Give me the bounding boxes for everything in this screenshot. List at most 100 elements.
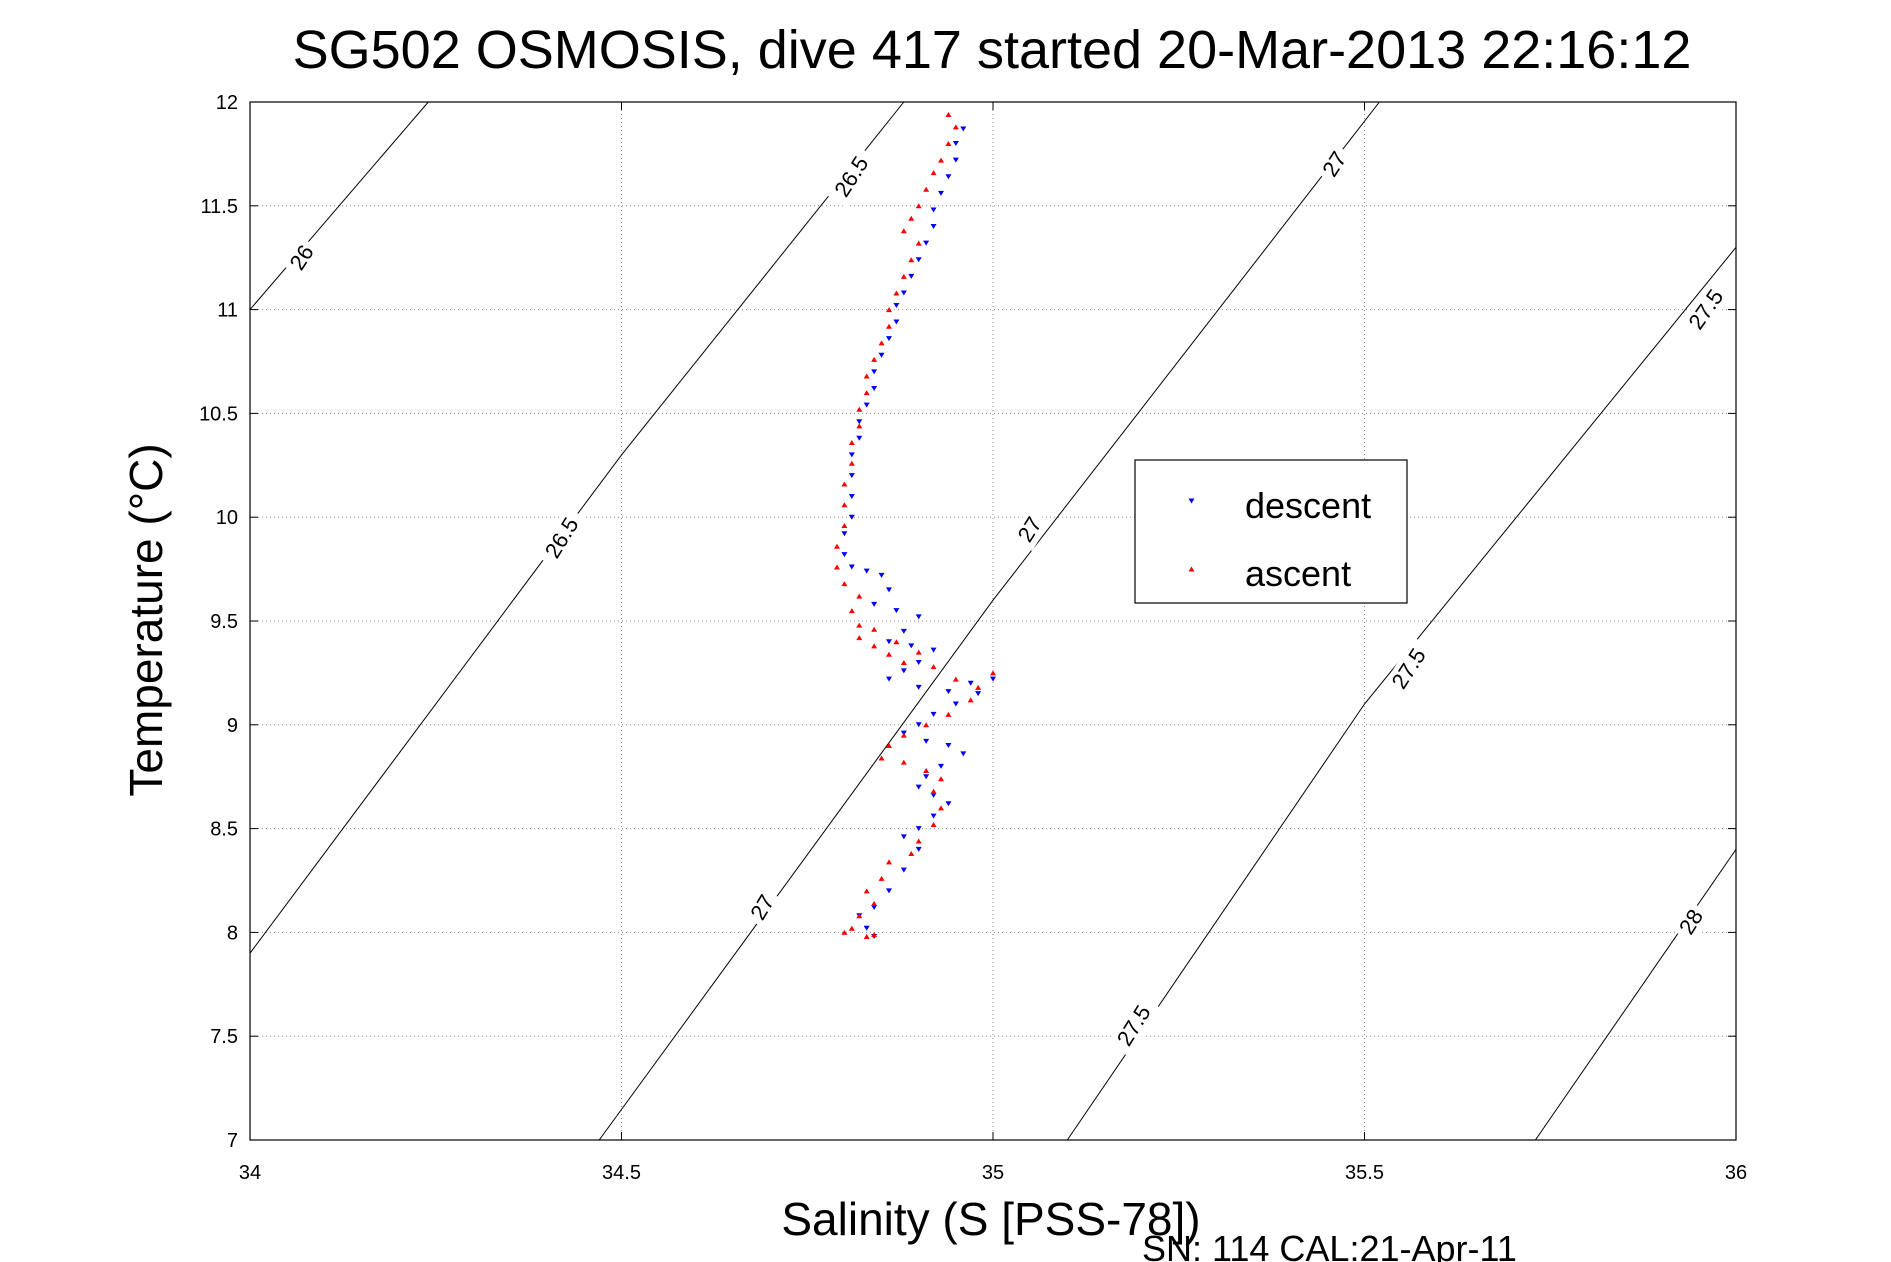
grid	[250, 102, 1736, 1140]
y-tick-label: 7.5	[210, 1026, 238, 1048]
ascent-point	[841, 502, 848, 508]
ascent-point	[923, 722, 930, 728]
ascent-point	[915, 649, 922, 655]
descent-point	[952, 701, 959, 707]
ascent-point	[841, 481, 848, 487]
ascent-point	[937, 805, 944, 811]
y-tick-label: 9	[227, 715, 238, 737]
legend-descent-marker	[1188, 498, 1195, 504]
descent-point	[848, 473, 855, 479]
ascent-point	[990, 670, 996, 676]
descent-point	[923, 738, 930, 744]
descent-point	[885, 639, 892, 645]
descent-point	[945, 801, 952, 807]
descent-point	[945, 743, 952, 749]
ascent-point	[856, 622, 863, 628]
ascent-point	[930, 788, 937, 794]
descent-point	[915, 614, 922, 620]
descent-point	[937, 763, 944, 769]
y-tick-label: 11.5	[201, 196, 238, 218]
ascent-point	[923, 186, 930, 192]
descent-point	[900, 628, 907, 634]
ascent-point	[945, 711, 952, 717]
descent-point	[878, 572, 885, 578]
ascent-point	[945, 111, 952, 117]
descent-point	[952, 141, 959, 147]
descent-point	[871, 601, 878, 607]
y-tick-label: 10.5	[199, 403, 238, 425]
y-tick-label: 11	[217, 300, 238, 322]
ascent-point	[841, 581, 848, 587]
descent-point	[960, 751, 967, 757]
ascent-point	[930, 821, 937, 827]
descent-point	[900, 668, 907, 674]
axis-ticks: 34 34.5 35 35.5 36 7 7.5 8 8.5 9 9.5 10 10.5 11 11.5 12	[199, 92, 1747, 1184]
ascent-point	[885, 651, 892, 657]
ascent-point	[871, 900, 878, 906]
y-axis-label: Temperature (°C)	[120, 443, 172, 796]
descent-point	[893, 302, 900, 308]
descent-point	[937, 190, 944, 196]
descent-point	[923, 240, 930, 246]
isopycnal-label-bg	[1382, 637, 1436, 701]
descent-point	[915, 684, 922, 690]
ascent-point	[871, 931, 878, 937]
ascent-point	[915, 838, 922, 844]
isopycnal-label-bg	[1679, 278, 1734, 341]
legend-ascent-marker	[1188, 566, 1195, 572]
ascent-point	[937, 776, 944, 782]
ascent-point	[833, 543, 840, 549]
ascent-point	[863, 934, 870, 940]
ascent-point	[841, 523, 848, 529]
isopycnal-label-bg	[281, 236, 323, 280]
ascent-point	[923, 767, 930, 773]
descent-point	[900, 834, 907, 840]
x-tick-label: 35.5	[1345, 1162, 1384, 1184]
descent-point	[900, 290, 907, 296]
descent-point	[915, 846, 922, 852]
ascent-point	[878, 875, 885, 881]
ascent-point	[848, 439, 855, 445]
descent-point	[930, 207, 937, 213]
legend: descent ascent	[1134, 459, 1408, 604]
ascent-point	[885, 859, 892, 865]
ascent-point	[863, 390, 870, 396]
ascent-point	[900, 660, 907, 666]
descent-point	[863, 925, 870, 931]
descent-point	[930, 647, 937, 653]
isopycnal-line	[249, 101, 429, 310]
ascent-point	[871, 356, 878, 362]
ascent-point	[856, 593, 863, 599]
descent-point	[893, 608, 900, 614]
ascent-point	[930, 170, 937, 176]
ascent-point	[863, 888, 870, 894]
data-series	[833, 111, 996, 940]
descent-point	[915, 826, 922, 832]
descent-point	[848, 493, 855, 499]
descent-point	[900, 867, 907, 873]
x-axis-label: Salinity (S [PSS-78])	[781, 1193, 1200, 1245]
descent-point	[848, 564, 855, 570]
isopycnal-label-bg	[1671, 900, 1712, 944]
ascent-point	[945, 141, 952, 147]
descent-point	[930, 792, 937, 798]
descent-point	[967, 680, 974, 686]
descent-point	[930, 813, 937, 819]
ascent-point	[848, 460, 855, 466]
descent-point	[893, 319, 900, 325]
ascent-point	[848, 925, 855, 931]
ascent-point	[893, 290, 900, 296]
y-tick-label: 9.5	[210, 611, 238, 633]
ascent-point	[856, 635, 863, 641]
ascent-point	[841, 929, 848, 935]
descent-point	[878, 352, 885, 358]
isopycnal-line	[249, 101, 905, 954]
ascent-point	[975, 684, 982, 690]
descent-point	[930, 711, 937, 717]
descent-point	[841, 531, 848, 537]
ascent-point	[863, 373, 870, 379]
isopycnal-line	[1534, 849, 1737, 1141]
descent-point	[990, 676, 996, 682]
ascent-point	[856, 423, 863, 429]
